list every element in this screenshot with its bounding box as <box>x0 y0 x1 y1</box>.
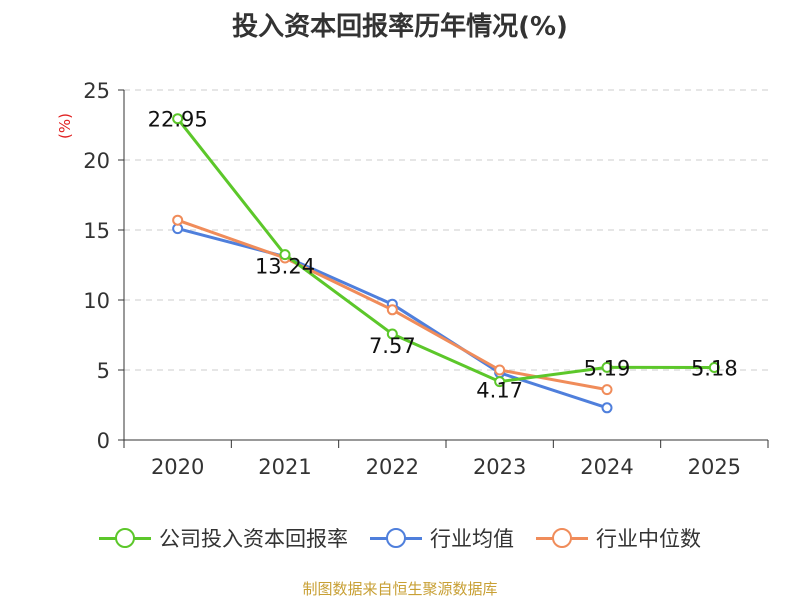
legend-marker-industry-median <box>536 528 588 548</box>
legend-label-company: 公司投入资本回报率 <box>159 527 348 551</box>
legend-marker-industry-mean <box>370 528 422 548</box>
data-source-note: 制图数据来自恒生聚源数据库 <box>302 580 498 598</box>
y-tick-label-25: 25 <box>83 79 110 103</box>
legend-item-industry-mean[interactable]: 行业均值 <box>370 523 514 553</box>
legend-label-industry-mean: 行业均值 <box>430 527 514 551</box>
legend-label-industry-median: 行业中位数 <box>596 527 701 551</box>
x-tick-label-2025: 2025 <box>688 455 741 479</box>
data-label-2023: 4.17 <box>476 379 523 403</box>
data-point-s2-2024 <box>601 384 613 396</box>
y-tick-label-20: 20 <box>83 149 110 173</box>
data-point-s1-2024 <box>601 402 613 414</box>
y-tick-label-10: 10 <box>83 289 110 313</box>
series-line-1 <box>177 227 608 410</box>
x-tick-label-2022: 2022 <box>366 455 419 479</box>
data-point-s0-2023 <box>494 376 506 388</box>
legend: 公司投入资本回报率 行业均值 行业中位数 <box>0 518 800 558</box>
data-point-s2-2023 <box>494 364 506 376</box>
legend-marker-company <box>99 528 151 548</box>
data-label-2020: 22.95 <box>148 108 208 132</box>
data-point-s0-2020 <box>172 113 184 125</box>
x-tick-label-2023: 2023 <box>473 455 526 479</box>
data-point-s2-2022 <box>386 304 398 316</box>
data-point-s0-2022 <box>386 328 398 340</box>
data-label-2024: 5.19 <box>584 356 631 380</box>
x-tick-label-2024: 2024 <box>580 455 633 479</box>
series-line-0 <box>176 117 715 384</box>
x-tick-label-2020: 2020 <box>151 455 204 479</box>
data-label-2025: 5.18 <box>691 356 738 380</box>
y-tick-label-15: 15 <box>83 219 110 243</box>
data-label-2021: 13.24 <box>255 255 315 279</box>
data-point-s0-2025 <box>708 361 720 373</box>
legend-item-company[interactable]: 公司投入资本回报率 <box>99 523 348 553</box>
data-label-2022: 7.57 <box>369 334 416 358</box>
y-axis-label: (%) <box>56 113 74 139</box>
legend-item-industry-median[interactable]: 行业中位数 <box>536 523 701 553</box>
x-tick-label-2021: 2021 <box>258 455 311 479</box>
y-tick-label-0: 0 <box>97 429 110 453</box>
y-tick-label-5: 5 <box>97 359 110 383</box>
data-point-s2-2020 <box>172 214 184 226</box>
data-point-s0-2024 <box>601 361 613 373</box>
data-point-s0-2021 <box>279 249 291 261</box>
chart-title: 投入资本回报率历年情况(%) <box>232 12 568 42</box>
